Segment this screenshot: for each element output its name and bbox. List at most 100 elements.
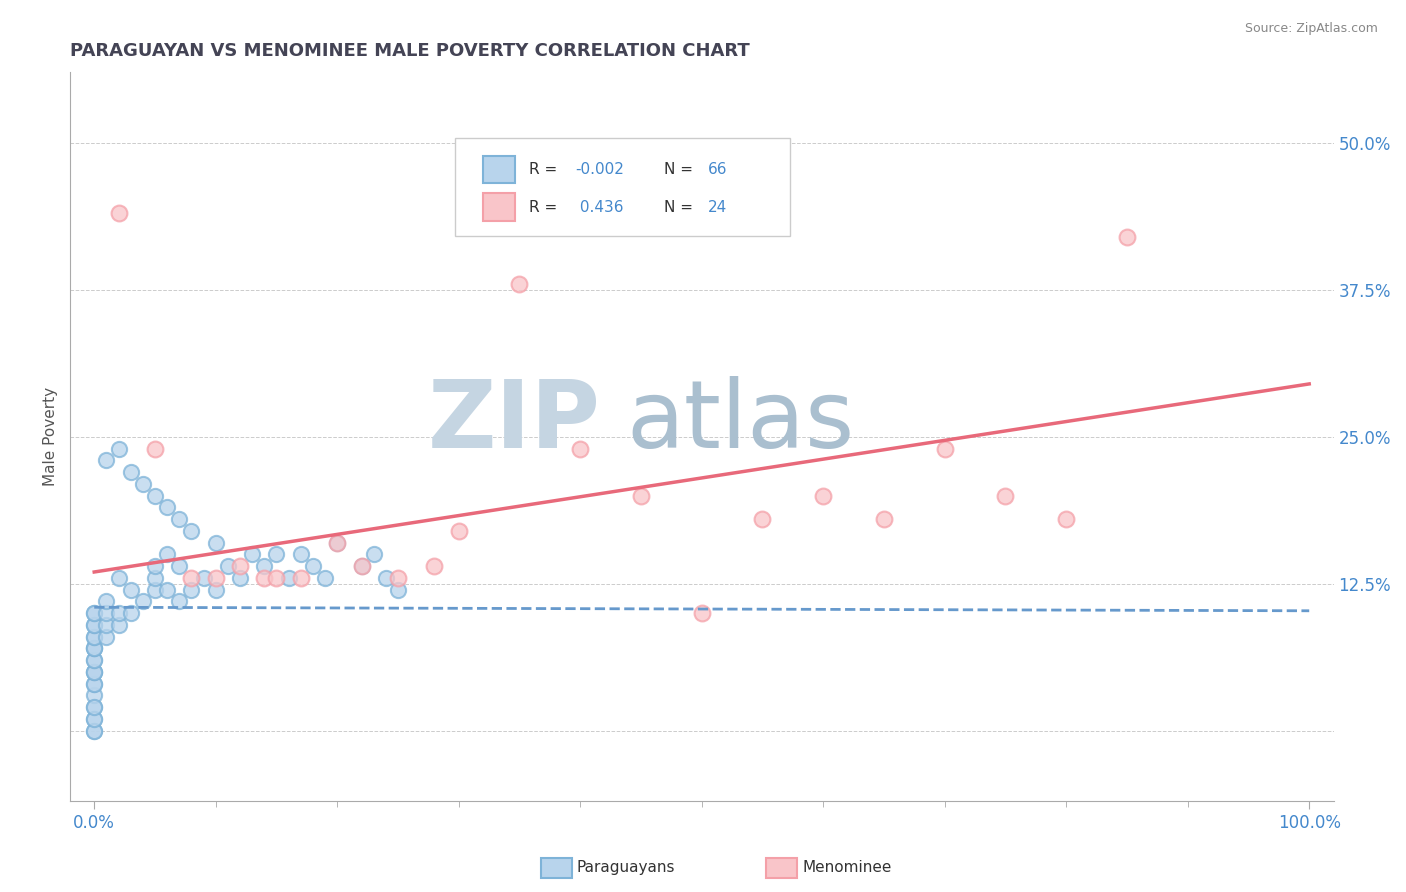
Point [350, 559, 373, 574]
Point [83, 630, 105, 644]
Text: PARAGUAYAN VS MENOMINEE MALE POVERTY CORRELATION CHART: PARAGUAYAN VS MENOMINEE MALE POVERTY COR… [70, 42, 749, 60]
Point [83, 665, 105, 679]
Text: -0.002: -0.002 [575, 161, 624, 177]
Point [83, 676, 105, 690]
Point [253, 571, 276, 585]
Point [690, 606, 713, 620]
Point [873, 512, 896, 526]
Point [266, 547, 288, 561]
Point [132, 594, 155, 608]
Point [143, 571, 166, 585]
Text: Source: ZipAtlas.com: Source: ZipAtlas.com [1244, 22, 1378, 36]
Point [96, 630, 118, 644]
Text: Paraguayans: Paraguayans [576, 860, 675, 874]
Point [156, 547, 179, 561]
Point [83, 653, 105, 667]
Point [751, 512, 773, 526]
Point [180, 582, 202, 597]
Point [143, 489, 166, 503]
Point [277, 571, 299, 585]
Point [107, 618, 129, 632]
Point [96, 453, 118, 467]
Point [83, 700, 105, 714]
Point [107, 442, 129, 456]
Point [132, 476, 155, 491]
Point [83, 712, 105, 726]
Point [266, 571, 288, 585]
Bar [484, 194, 515, 221]
Point [204, 571, 226, 585]
Point [363, 547, 385, 561]
Text: 66: 66 [709, 161, 727, 177]
Point [934, 442, 956, 456]
Point [83, 618, 105, 632]
Bar [484, 155, 515, 183]
FancyBboxPatch shape [456, 138, 790, 236]
Point [314, 571, 336, 585]
Point [83, 618, 105, 632]
Point [302, 559, 325, 574]
Point [387, 571, 409, 585]
Text: ZIP: ZIP [427, 376, 600, 468]
Text: atlas: atlas [626, 376, 855, 468]
Point [217, 559, 239, 574]
Point [350, 559, 373, 574]
Text: R =: R = [529, 161, 562, 177]
Point [994, 489, 1017, 503]
Point [83, 723, 105, 738]
Point [120, 465, 142, 479]
Point [326, 535, 349, 549]
Point [326, 535, 349, 549]
Point [253, 559, 276, 574]
Point [83, 606, 105, 620]
Point [180, 524, 202, 538]
Point [143, 442, 166, 456]
Y-axis label: Male Poverty: Male Poverty [44, 387, 58, 486]
Point [120, 582, 142, 597]
Point [508, 277, 530, 291]
Point [169, 559, 191, 574]
Point [193, 571, 215, 585]
Point [120, 606, 142, 620]
Point [107, 606, 129, 620]
Point [156, 500, 179, 515]
Text: R =: R = [529, 200, 562, 215]
Point [374, 571, 396, 585]
Point [630, 489, 652, 503]
Point [180, 571, 202, 585]
Point [107, 571, 129, 585]
Point [107, 206, 129, 220]
Point [229, 559, 252, 574]
Point [447, 524, 470, 538]
Point [96, 618, 118, 632]
Point [83, 653, 105, 667]
Point [96, 594, 118, 608]
Text: 0.436: 0.436 [575, 200, 624, 215]
Point [1116, 230, 1139, 244]
Point [96, 606, 118, 620]
Point [423, 559, 446, 574]
Point [83, 665, 105, 679]
Point [83, 641, 105, 656]
Point [156, 582, 179, 597]
Point [83, 606, 105, 620]
Point [169, 512, 191, 526]
Point [1054, 512, 1077, 526]
Point [143, 559, 166, 574]
Point [83, 665, 105, 679]
Point [290, 571, 312, 585]
Point [290, 547, 312, 561]
Point [169, 594, 191, 608]
Point [83, 700, 105, 714]
Point [83, 641, 105, 656]
Point [387, 582, 409, 597]
Point [569, 442, 592, 456]
Point [143, 582, 166, 597]
Text: N =: N = [664, 161, 697, 177]
Point [83, 641, 105, 656]
Point [83, 723, 105, 738]
Point [204, 535, 226, 549]
Point [240, 547, 263, 561]
Text: Menominee: Menominee [803, 860, 893, 874]
Point [83, 630, 105, 644]
